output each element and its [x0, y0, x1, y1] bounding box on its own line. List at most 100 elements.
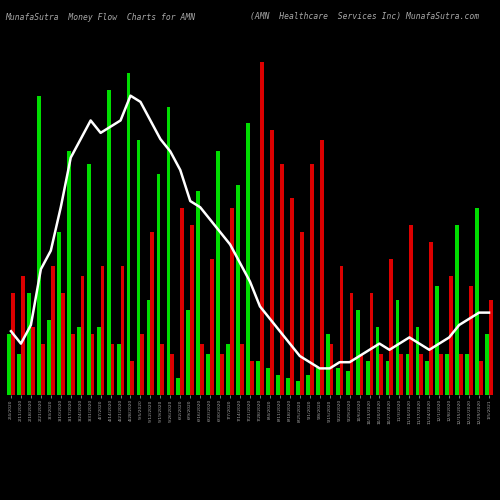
Bar: [270, 130, 274, 395]
Bar: [196, 192, 200, 395]
Bar: [160, 344, 164, 395]
Bar: [250, 361, 254, 395]
Bar: [107, 90, 110, 395]
Bar: [130, 361, 134, 395]
Bar: [87, 164, 90, 395]
Bar: [469, 286, 473, 395]
Bar: [410, 226, 413, 395]
Bar: [246, 124, 250, 395]
Bar: [306, 374, 310, 395]
Text: MunafaSutra  Money Flow  Charts for AMN: MunafaSutra Money Flow Charts for AMN: [5, 12, 195, 22]
Bar: [400, 354, 403, 395]
Bar: [230, 208, 234, 395]
Bar: [146, 300, 150, 395]
Bar: [90, 334, 94, 395]
Bar: [180, 208, 184, 395]
Bar: [37, 96, 41, 395]
Bar: [290, 198, 294, 395]
Bar: [396, 300, 400, 395]
Bar: [126, 72, 130, 395]
Bar: [77, 327, 80, 395]
Bar: [476, 208, 479, 395]
Bar: [110, 344, 114, 395]
Bar: [360, 354, 364, 395]
Bar: [21, 276, 24, 395]
Bar: [41, 344, 44, 395]
Bar: [489, 300, 493, 395]
Bar: [286, 378, 290, 395]
Bar: [466, 354, 469, 395]
Bar: [100, 266, 104, 395]
Bar: [280, 164, 283, 395]
Bar: [210, 259, 214, 395]
Bar: [236, 184, 240, 395]
Bar: [17, 354, 21, 395]
Bar: [380, 354, 384, 395]
Bar: [426, 361, 430, 395]
Bar: [420, 354, 423, 395]
Bar: [80, 276, 84, 395]
Bar: [446, 354, 449, 395]
Bar: [190, 226, 194, 395]
Bar: [330, 344, 334, 395]
Bar: [430, 242, 433, 395]
Bar: [376, 327, 380, 395]
Bar: [266, 368, 270, 395]
Bar: [356, 310, 360, 395]
Bar: [340, 266, 344, 395]
Bar: [57, 232, 61, 395]
Bar: [276, 374, 280, 395]
Bar: [350, 293, 354, 395]
Bar: [150, 232, 154, 395]
Bar: [459, 354, 463, 395]
Bar: [7, 334, 11, 395]
Bar: [47, 320, 51, 395]
Bar: [27, 293, 31, 395]
Bar: [240, 344, 244, 395]
Bar: [316, 368, 320, 395]
Bar: [31, 327, 34, 395]
Bar: [166, 106, 170, 395]
Bar: [439, 354, 443, 395]
Bar: [116, 344, 120, 395]
Bar: [436, 286, 439, 395]
Bar: [136, 140, 140, 395]
Bar: [206, 354, 210, 395]
Bar: [346, 371, 350, 395]
Bar: [186, 310, 190, 395]
Bar: [140, 334, 144, 395]
Bar: [226, 344, 230, 395]
Bar: [386, 361, 390, 395]
Bar: [170, 354, 174, 395]
Bar: [97, 327, 100, 395]
Bar: [310, 164, 314, 395]
Bar: [200, 344, 204, 395]
Bar: [416, 327, 420, 395]
Bar: [67, 150, 70, 395]
Bar: [485, 334, 489, 395]
Bar: [336, 368, 340, 395]
Bar: [256, 361, 260, 395]
Bar: [449, 276, 453, 395]
Bar: [61, 293, 64, 395]
Bar: [320, 140, 324, 395]
Text: (AMN  Healthcare  Services Inc) MunafaSutra.com: (AMN Healthcare Services Inc) MunafaSutr…: [250, 12, 479, 22]
Bar: [120, 266, 124, 395]
Bar: [406, 354, 409, 395]
Bar: [216, 150, 220, 395]
Bar: [390, 259, 393, 395]
Bar: [70, 334, 74, 395]
Bar: [11, 293, 15, 395]
Bar: [156, 174, 160, 395]
Bar: [479, 361, 483, 395]
Bar: [326, 334, 330, 395]
Bar: [370, 293, 374, 395]
Bar: [220, 354, 224, 395]
Bar: [296, 382, 300, 395]
Bar: [176, 378, 180, 395]
Bar: [300, 232, 304, 395]
Bar: [51, 266, 54, 395]
Bar: [366, 361, 370, 395]
Bar: [260, 62, 264, 395]
Bar: [456, 226, 459, 395]
